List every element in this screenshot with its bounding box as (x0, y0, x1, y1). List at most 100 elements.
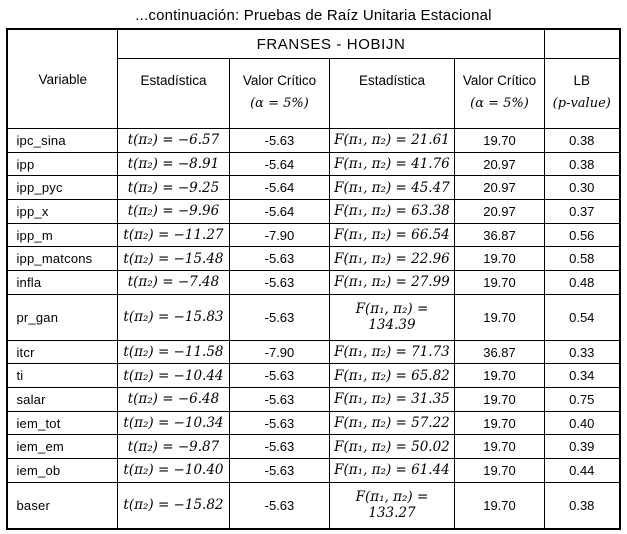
cell-lb-pvalue: 0.38 (544, 128, 621, 153)
cell-statistic-t: t(π₂) = −7.48 (116, 270, 230, 295)
cell-statistic-t: t(π₂) = −10.40 (116, 458, 230, 483)
cell-statistic-t: t(π₂) = −15.83 (116, 293, 230, 341)
cell-variable: ipc_sina (6, 128, 118, 153)
cell-variable: ipp_pyc (6, 175, 118, 201)
col-header-critical-t: Valor Crítico (α = 5%) (228, 58, 330, 129)
cell-statistic-f: F(π₁, π₂) = 31.35 (328, 387, 455, 412)
cell-critical-f: 36.87 (453, 339, 546, 365)
cell-lb-pvalue: 0.34 (544, 363, 621, 389)
cell-lb-pvalue: 0.38 (544, 481, 621, 530)
col-header-lb-label: LB (573, 73, 591, 88)
cell-critical-f: 20.97 (453, 199, 546, 224)
cell-critical-f: 19.70 (453, 246, 546, 272)
table-row: salar t(π₂) = −6.48 -5.63 F(π₁, π₂) = 31.35… (6, 387, 621, 412)
cell-critical-t: -5.63 (228, 128, 330, 153)
cell-critical-f: 19.70 (453, 128, 546, 153)
cell-critical-f: 19.70 (453, 363, 546, 389)
cell-critical-t: -5.64 (228, 175, 330, 201)
cell-lb-pvalue: 0.40 (544, 410, 621, 436)
cell-critical-f: 20.97 (453, 175, 546, 201)
col-header-variable: Variable (6, 28, 118, 129)
cell-lb-pvalue: 0.75 (544, 387, 621, 412)
cell-statistic-f: F(π₁, π₂) = 50.02 (328, 434, 455, 460)
cell-statistic-t: t(π₂) = −6.57 (116, 128, 230, 153)
cell-critical-t: -5.64 (228, 199, 330, 224)
cell-critical-t: -5.63 (228, 387, 330, 412)
cell-lb-pvalue: 0.37 (544, 199, 621, 224)
col-header-critical-f-label: Valor Crítico (462, 73, 537, 88)
cell-statistic-f: F(π₁, π₂) = 71.73 (328, 339, 455, 365)
cell-variable: salar (6, 387, 118, 412)
cell-statistic-t: t(π₂) = −10.34 (116, 410, 230, 436)
cell-variable: pr_gan (6, 293, 118, 341)
cell-statistic-f: F(π₁, π₂) = 65.82 (328, 363, 455, 389)
table-row: ipp_x t(π₂) = −9.96 -5.64 F(π₁, π₂) = 63.38… (6, 199, 621, 224)
cell-statistic-t: t(π₂) = −11.58 (116, 339, 230, 365)
col-header-critical-f-alpha: (α = 5%) (470, 96, 529, 111)
cell-statistic-f: F(π₁, π₂) = 41.76 (328, 151, 455, 177)
cell-critical-t: -5.63 (228, 481, 330, 530)
table-row: ipp_pyc t(π₂) = −9.25 -5.64 F(π₁, π₂) = 45.… (6, 175, 621, 201)
cell-statistic-t: t(π₂) = −9.87 (116, 434, 230, 460)
cell-critical-t: -5.63 (228, 458, 330, 483)
cell-lb-pvalue: 0.33 (544, 339, 621, 365)
cell-statistic-t: t(π₂) = −11.27 (116, 222, 230, 248)
cell-critical-t: -5.63 (228, 363, 330, 389)
table-row: pr_gan t(π₂) = −15.83 -5.63 F(π₁, π₂) = 134… (6, 293, 621, 341)
table-row: ipp_matcons t(π₂) = −15.48 -5.63 F(π₁, π₂) … (6, 246, 621, 272)
cell-variable: ipp_matcons (6, 246, 118, 272)
cell-critical-t: -7.90 (228, 339, 330, 365)
unit-root-table: Variable FRANSES - HOBIJN Estadística Va… (6, 28, 621, 530)
cell-lb-pvalue: 0.56 (544, 222, 621, 248)
cell-statistic-t: t(π₂) = −8.91 (116, 151, 230, 177)
cell-statistic-t: t(π₂) = −15.82 (116, 481, 230, 530)
cell-statistic-f: F(π₁, π₂) = 57.22 (328, 410, 455, 436)
table-row: baser t(π₂) = −15.82 -5.63 F(π₁, π₂) = 133.… (6, 481, 621, 530)
col-header-critical-t-label: Valor Crítico (242, 73, 317, 88)
cell-lb-pvalue: 0.48 (544, 270, 621, 295)
col-header-statistic-f: Estadística (328, 58, 455, 129)
table-body: ipc_sina t(π₂) = −6.57 -5.63 F(π₁, π₂) = 21… (6, 128, 621, 530)
table-row: infla t(π₂) = −7.48 -5.63 F(π₁, π₂) = 27.99… (6, 270, 621, 295)
cell-variable: ipp_m (6, 222, 118, 248)
cell-critical-t: -5.63 (228, 434, 330, 460)
cell-variable: itcr (6, 339, 118, 365)
col-header-critical-t-alpha: (α = 5%) (250, 96, 309, 111)
cell-critical-t: -7.90 (228, 222, 330, 248)
cell-critical-f: 19.70 (453, 387, 546, 412)
cell-variable: infla (6, 270, 118, 295)
cell-critical-f: 19.70 (453, 458, 546, 483)
cell-variable: ti (6, 363, 118, 389)
cell-lb-pvalue: 0.58 (544, 246, 621, 272)
cell-variable: iem_ob (6, 458, 118, 483)
cell-statistic-t: t(π₂) = −9.25 (116, 175, 230, 201)
table-row: ipc_sina t(π₂) = −6.57 -5.63 F(π₁, π₂) = 21… (6, 128, 621, 153)
table-row: itcr t(π₂) = −11.58 -7.90 F(π₁, π₂) = 71.73… (6, 339, 621, 365)
cell-statistic-f: F(π₁, π₂) = 63.38 (328, 199, 455, 224)
col-header-critical-f: Valor Crítico (α = 5%) (453, 58, 546, 129)
cell-statistic-t: t(π₂) = −9.96 (116, 199, 230, 224)
cell-critical-t: -5.63 (228, 246, 330, 272)
cell-critical-f: 19.70 (453, 434, 546, 460)
table-row: iem_ob t(π₂) = −10.40 -5.63 F(π₁, π₂) = 61.… (6, 458, 621, 483)
cell-variable: iem_tot (6, 410, 118, 436)
table-row: ipp t(π₂) = −8.91 -5.64 F(π₁, π₂) = 41.76 20… (6, 151, 621, 177)
cell-lb-pvalue: 0.54 (544, 293, 621, 341)
cell-statistic-f: F(π₁, π₂) = 66.54 (328, 222, 455, 248)
lb-top-spacer-cell (544, 28, 621, 59)
cell-critical-f: 36.87 (453, 222, 546, 248)
table-row: ipp_m t(π₂) = −11.27 -7.90 F(π₁, π₂) = 66.5… (6, 222, 621, 248)
table-row: iem_tot t(π₂) = −10.34 -5.63 F(π₁, π₂) = 57… (6, 410, 621, 436)
cell-statistic-f: F(π₁, π₂) = 134.39 (328, 293, 455, 341)
group-header: FRANSES - HOBIJN (116, 28, 546, 59)
cell-critical-f: 19.70 (453, 481, 546, 530)
page-title: ...continuación: Pruebas de Raíz Unitari… (135, 7, 492, 24)
cell-critical-t: -5.63 (228, 293, 330, 341)
group-header-row: Variable FRANSES - HOBIJN (6, 28, 621, 129)
column-header-row: Estadística Valor Crítico (α = 5%) Estad… (7, 58, 621, 129)
cell-lb-pvalue: 0.44 (544, 458, 621, 483)
cell-statistic-f: F(π₁, π₂) = 27.99 (328, 270, 455, 295)
cell-lb-pvalue: 0.39 (544, 434, 621, 460)
table-row: ti t(π₂) = −10.44 -5.63 F(π₁, π₂) = 65.82 19… (6, 363, 621, 389)
cell-critical-t: -5.64 (228, 151, 330, 177)
